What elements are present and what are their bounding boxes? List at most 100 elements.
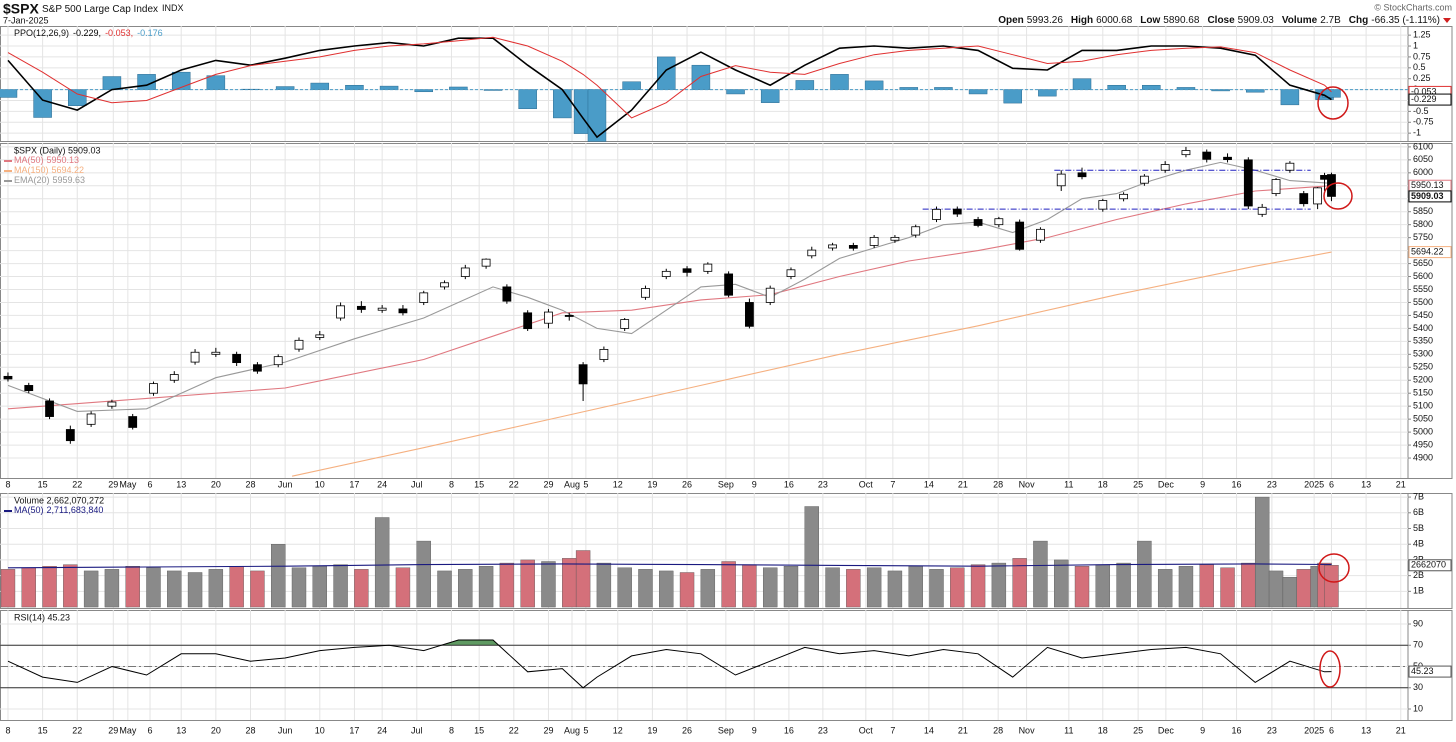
volume-bar — [1324, 565, 1339, 608]
candle-body — [190, 351, 200, 363]
x-tick-label: 13 — [176, 479, 186, 489]
volume-bar — [762, 567, 778, 608]
volume-bar — [187, 572, 203, 608]
x-tick-label: 8 — [5, 479, 10, 489]
candle-body — [890, 236, 900, 241]
x-tick-label: Nov — [1019, 725, 1036, 735]
candle-body — [440, 282, 449, 288]
x-tick-label: 29 — [543, 725, 553, 735]
x-tick-label: 24 — [377, 479, 387, 489]
y-tick-label: 5350 — [1413, 336, 1433, 346]
volume-bar — [929, 569, 944, 608]
value-tag-label: 45.23 — [1411, 666, 1434, 676]
overbought-fill — [441, 639, 499, 646]
volume-bar — [846, 569, 861, 608]
candle-body — [682, 268, 692, 273]
y-tick-label: 6100 — [1413, 141, 1433, 151]
x-tick-label: 21 — [1396, 725, 1406, 735]
volume-bar — [575, 550, 591, 608]
histogram-bar — [1072, 78, 1092, 90]
stat-label: Low — [1140, 15, 1160, 26]
volume-bar — [21, 567, 36, 608]
candle-body — [828, 244, 837, 249]
candle-body — [724, 273, 734, 296]
x-tick-label: 23 — [1267, 479, 1277, 489]
x-tick-label: Oct — [859, 479, 874, 489]
candle-body — [765, 287, 775, 303]
volume-bar — [1012, 558, 1027, 608]
volume-bar — [783, 566, 799, 608]
volume-bar — [887, 570, 903, 608]
x-tick-label: 17 — [349, 479, 359, 489]
x-tick-label: 23 — [818, 479, 828, 489]
x-tick-label: 15 — [38, 725, 48, 735]
legend-entry: EMA(20) 5959.63 — [14, 175, 85, 185]
x-tick-label: 25 — [1133, 479, 1143, 489]
x-tick-label: 2025 — [1304, 479, 1324, 489]
candle-body — [1299, 193, 1309, 205]
volume-bar — [804, 506, 819, 608]
candle-body — [1036, 228, 1045, 241]
x-tick-label: Aug — [564, 479, 580, 489]
x-tick-label: 16 — [1232, 479, 1242, 489]
series-line — [7, 36, 1332, 119]
x-tick-label: 13 — [1361, 479, 1371, 489]
candle-body — [460, 267, 470, 277]
stats: Open 5993.26 High 6000.68 Low 5890.68 Close 590… — [998, 15, 1440, 26]
volume-bar — [208, 569, 224, 608]
x-tick-label: Jul — [411, 479, 423, 489]
x-tick-label: 5 — [583, 725, 588, 735]
x-tick-label: 8 — [449, 725, 454, 735]
volume-bar — [104, 569, 120, 608]
histogram-bar — [795, 80, 815, 90]
volume-bar — [1033, 540, 1048, 608]
candle-body — [932, 208, 941, 220]
x-tick-label: May — [119, 725, 137, 735]
y-tick-label: 90 — [1413, 618, 1423, 628]
value-tag — [1408, 665, 1452, 678]
legend-value: -0.053, — [105, 28, 133, 38]
candle-body — [315, 334, 325, 338]
highlight-circle — [1319, 650, 1341, 688]
candle-body — [273, 356, 283, 366]
volume-bar — [437, 570, 452, 608]
y-tick-label: 6000 — [1413, 167, 1433, 177]
volume-bar — [1220, 567, 1235, 608]
volume-bar — [499, 562, 515, 608]
volume-bar — [271, 544, 286, 608]
legend-value: 5950.13 — [47, 155, 80, 165]
candle-body — [294, 339, 304, 350]
x-tick-label: 6 — [148, 725, 153, 735]
volume-bar — [1137, 540, 1152, 608]
legend-name: MA(50) — [14, 505, 44, 515]
x-tick-label: 25 — [1133, 725, 1143, 735]
x-tick-label: Nov — [1019, 479, 1036, 489]
legend-value: -0.229, — [73, 28, 101, 38]
histogram-bar — [1280, 89, 1300, 106]
x-tick-label: 15 — [474, 725, 484, 735]
y-tick-label: 5B — [1413, 523, 1424, 533]
y-tick-label: -1 — [1413, 128, 1421, 138]
x-tick-label: Jun — [278, 479, 293, 489]
volume-bar — [562, 558, 577, 608]
candle-body — [1285, 162, 1295, 171]
histogram-bar — [830, 74, 849, 90]
candle-body — [169, 374, 179, 381]
volume-bar — [617, 567, 632, 608]
x-tick-label: 2025 — [1304, 725, 1324, 735]
candle-body — [869, 236, 879, 246]
volume-bar — [395, 567, 411, 608]
histogram-bar — [518, 89, 537, 110]
volume-bar — [1241, 562, 1256, 608]
histogram-bar — [622, 81, 641, 90]
volume-bar — [866, 567, 882, 608]
candle-body — [481, 258, 491, 267]
credit: © StockCharts.com — [1374, 2, 1452, 12]
value-tag — [1408, 246, 1452, 259]
x-tick-label: 15 — [38, 479, 48, 489]
volume-bar — [950, 567, 965, 608]
histogram-bar — [1142, 84, 1161, 90]
histogram-bar — [864, 80, 884, 90]
volume-bar — [291, 567, 307, 608]
y-tick-label: 5200 — [1413, 375, 1433, 385]
